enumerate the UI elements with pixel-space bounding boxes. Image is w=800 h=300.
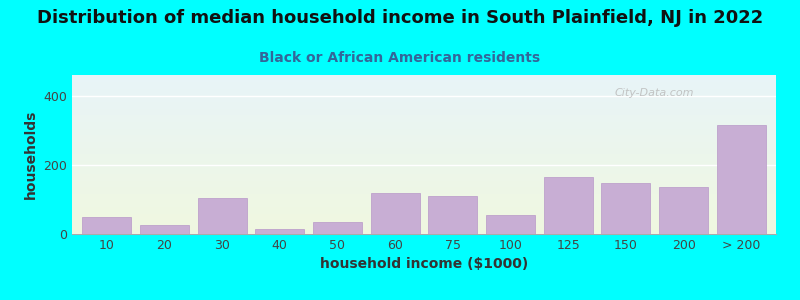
Text: City-Data.com: City-Data.com (614, 88, 694, 98)
Bar (428, 196, 478, 234)
Bar (659, 187, 708, 234)
Bar (486, 215, 535, 234)
Text: Black or African American residents: Black or African American residents (259, 51, 541, 65)
Bar (544, 177, 593, 234)
Y-axis label: households: households (24, 110, 38, 199)
Bar (313, 222, 362, 234)
Bar (140, 225, 189, 234)
Bar (370, 193, 420, 234)
Bar (198, 198, 246, 234)
Bar (82, 217, 131, 234)
Bar (717, 125, 766, 234)
Text: Distribution of median household income in South Plainfield, NJ in 2022: Distribution of median household income … (37, 9, 763, 27)
Bar (602, 183, 650, 234)
X-axis label: household income ($1000): household income ($1000) (320, 257, 528, 272)
Bar (255, 229, 304, 234)
